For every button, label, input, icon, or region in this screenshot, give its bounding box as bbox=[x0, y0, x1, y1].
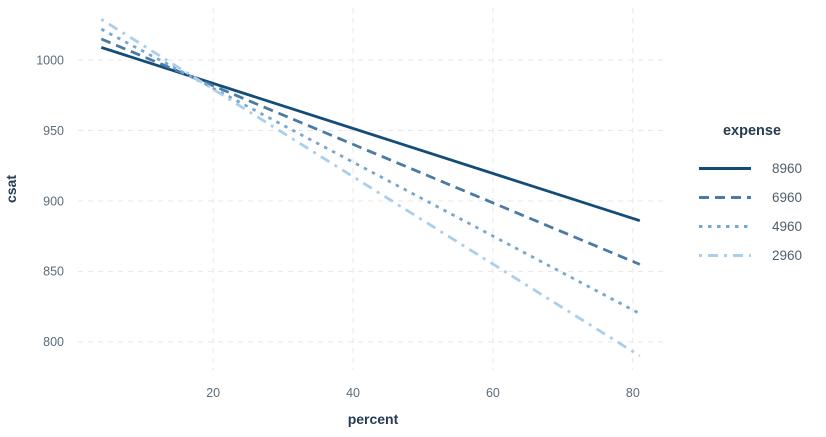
x-tick-label: 80 bbox=[626, 386, 640, 400]
y-axis-tick-labels: 800 850 900 950 1000 bbox=[36, 53, 64, 349]
legend-item: 8960 bbox=[694, 154, 810, 183]
series-lines bbox=[100, 18, 641, 358]
x-axis-tick-labels: 20 40 60 80 bbox=[206, 386, 640, 400]
y-axis-title: csat bbox=[3, 175, 19, 203]
legend-key-dashed-line bbox=[699, 196, 751, 199]
legend-item-label: 8960 bbox=[771, 161, 802, 176]
gridlines bbox=[78, 8, 665, 370]
x-tick-label: 20 bbox=[206, 386, 220, 400]
series-line-4960 bbox=[100, 27, 641, 315]
legend-item-label: 2960 bbox=[771, 248, 802, 263]
y-tick-label: 850 bbox=[43, 265, 64, 279]
legend-item-label: 6960 bbox=[771, 190, 802, 205]
x-tick-label: 40 bbox=[346, 386, 360, 400]
legend-key-solid-line bbox=[699, 167, 751, 170]
legend-item: 6960 bbox=[694, 183, 810, 212]
legend-key-dotdash-line bbox=[699, 254, 751, 257]
legend-item: 2960 bbox=[694, 241, 810, 270]
series-line-2960 bbox=[100, 18, 641, 358]
legend: expense 8960 6960 4960 2960 bbox=[694, 122, 810, 270]
legend-item-label: 4960 bbox=[771, 219, 802, 234]
legend-entries: 8960 6960 4960 2960 bbox=[694, 154, 810, 270]
legend-title: expense bbox=[722, 123, 782, 139]
y-tick-label: 950 bbox=[43, 124, 64, 138]
y-tick-label: 1000 bbox=[36, 53, 64, 67]
legend-item: 4960 bbox=[694, 212, 810, 241]
x-axis-title: percent bbox=[348, 411, 399, 427]
y-tick-label: 900 bbox=[43, 194, 64, 208]
x-tick-label: 60 bbox=[486, 386, 500, 400]
legend-key-dotted-line bbox=[699, 225, 751, 228]
y-tick-label: 800 bbox=[43, 335, 64, 349]
